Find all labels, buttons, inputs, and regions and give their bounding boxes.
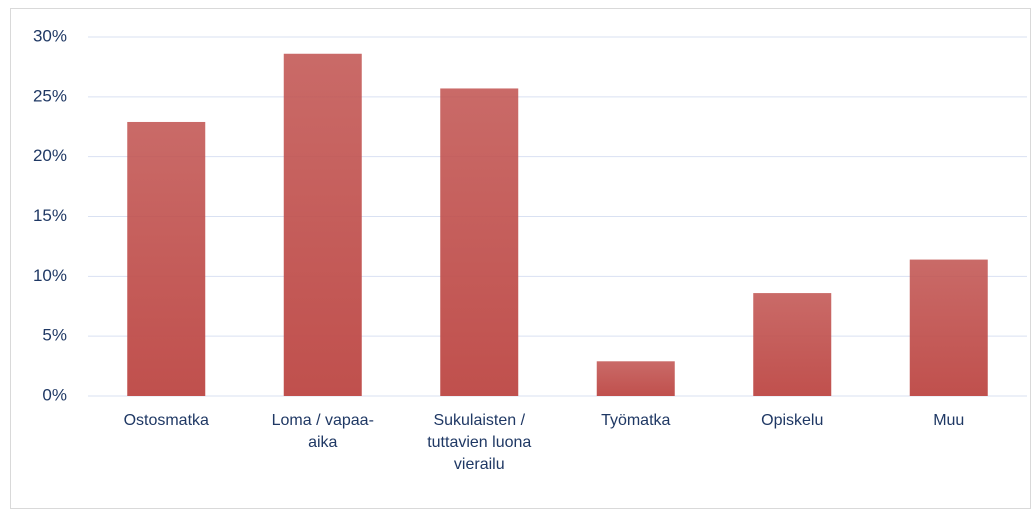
x-tick-label: Sukulaisten / tuttavien luona vierailu [427, 412, 532, 473]
x-tick-label: Opiskelu [761, 412, 824, 429]
x-tick-label: Työmatka [601, 412, 671, 429]
y-tick-label: 0% [42, 385, 67, 404]
x-tick-label: Loma / vapaa-aika [271, 412, 374, 451]
bar [753, 293, 832, 396]
x-tick-label: Ostosmatka [123, 412, 209, 429]
y-tick-label: 25% [33, 86, 67, 105]
bar [283, 53, 362, 397]
bar [596, 361, 675, 396]
y-tick-label: 15% [33, 206, 67, 225]
y-tick-label: 30% [33, 26, 67, 45]
bar [127, 121, 206, 397]
x-tick-label: Muu [933, 412, 965, 429]
chart-frame [10, 8, 1031, 509]
bar [440, 88, 519, 396]
y-tick-label: 20% [33, 146, 67, 165]
bar [909, 259, 988, 396]
y-tick-label: 5% [42, 326, 67, 345]
y-tick-label: 10% [33, 266, 67, 285]
